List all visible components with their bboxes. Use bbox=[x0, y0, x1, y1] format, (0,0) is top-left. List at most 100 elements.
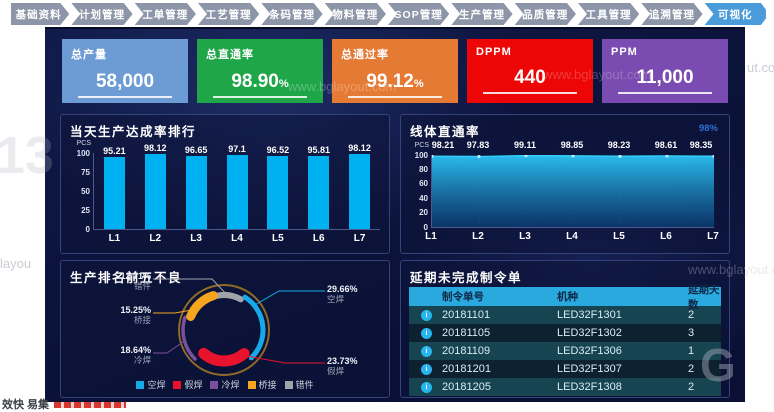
y-tick-label: 0 bbox=[423, 222, 428, 232]
legend-item-冷焊[interactable]: 冷焊 bbox=[210, 378, 240, 391]
bar bbox=[185, 155, 207, 229]
model-cell: LED32F1306 bbox=[557, 345, 622, 357]
footer-watermark: 效快 易集 bbox=[2, 396, 127, 412]
table-body: i 20181101 LED32F1301 2 i 20181105 LED32F1302 3… bbox=[409, 306, 721, 396]
donut-callout-空焊: 29.66% 空焊 bbox=[327, 284, 381, 304]
order-number: 20181101 bbox=[442, 309, 491, 321]
legend-swatch bbox=[284, 380, 293, 389]
y-tick-label: 40 bbox=[419, 193, 428, 203]
panel-daily-achievement: 当天生产达成率排行 PCS 0 25 50 75 100 95.21 L1 98.12 L2 96.… bbox=[60, 114, 390, 254]
kpi-label: 总产量 bbox=[71, 49, 107, 61]
bar bbox=[349, 154, 371, 229]
area-value-label: 98.61 bbox=[654, 140, 678, 150]
x-axis-label: L1 bbox=[108, 233, 121, 244]
donut-callout-percent: 12.71% bbox=[120, 271, 151, 281]
donut-callout-percent: 18.64% bbox=[120, 345, 151, 355]
bar-chart: PCS 0 25 50 75 100 95.21 L1 98.12 L2 96.65 L3 97.1 L4… bbox=[77, 140, 380, 244]
x-axis-label: L5 bbox=[272, 233, 284, 244]
order-number-cell: i 20181109 bbox=[409, 345, 557, 357]
overdue-days-cell: 3 bbox=[688, 327, 695, 339]
bar bbox=[103, 156, 125, 229]
table-row[interactable]: i 20181205 LED32F1308 2 bbox=[409, 378, 721, 396]
panel-overdue-orders: 延期未完成制令单 制令单号 机种 延期天数 i 20181101 LED32F1301 2… bbox=[400, 260, 730, 398]
donut-callout-name: 错件 bbox=[133, 280, 151, 291]
nav-tab-2[interactable]: 计划管理 bbox=[71, 3, 132, 25]
donut-chart bbox=[153, 278, 325, 376]
footer-watermark-text: 效快 易集 bbox=[2, 399, 50, 411]
table-header: 制令单号 机种 延期天数 bbox=[409, 284, 721, 311]
donut-callout-name: 空焊 bbox=[327, 293, 345, 304]
table-row[interactable]: i 20181201 LED32F1307 2 bbox=[409, 360, 721, 378]
footer-red-mark bbox=[54, 402, 127, 409]
nav-tab-7[interactable]: SOP管理 bbox=[388, 3, 449, 25]
y-tick-label: 25 bbox=[81, 205, 90, 215]
x-axis-label: L2 bbox=[149, 233, 162, 244]
donut-slice-桥接 bbox=[186, 291, 218, 321]
bar bbox=[267, 155, 289, 229]
table-column-header: 延期天数 bbox=[688, 283, 720, 311]
bar-value-label: 96.65 bbox=[184, 144, 208, 155]
area-chart-svg bbox=[430, 154, 716, 227]
area-value-label: 98.21 bbox=[431, 140, 455, 150]
bar-value-label: 98.12 bbox=[348, 143, 371, 154]
nav-tab-1[interactable]: 基础资料 bbox=[8, 3, 69, 25]
bar-value-label: 95.21 bbox=[103, 145, 126, 156]
nav-tab-5[interactable]: 条码管理 bbox=[261, 3, 322, 25]
top-nav: 基础资料 计划管理 工单管理 工艺管理 条码管理 物料管理 SOP管理 生产管理 品质管理 工具管… bbox=[8, 3, 766, 25]
bar-value-label: 96.52 bbox=[266, 144, 290, 155]
y-tick-label: 0 bbox=[85, 224, 90, 234]
donut-slice-假焊 bbox=[198, 347, 250, 367]
panel-top5-defects: 生产排名前五不良 12.71% 错件 29.66% 空焊 23.73% 假焊 18.64% 冷… bbox=[60, 260, 390, 398]
kpi-value: 98.90% bbox=[213, 71, 307, 98]
legend-label: 假焊 bbox=[184, 380, 203, 390]
bar-value-label: 97.1 bbox=[228, 144, 246, 155]
kpi-value-suffix: % bbox=[278, 78, 289, 90]
legend-item-桥接[interactable]: 桥接 bbox=[247, 378, 277, 391]
donut-callout-桥接: 15.25% 桥接 bbox=[97, 305, 151, 325]
kpi-card: 总通过率 99.12% bbox=[332, 39, 458, 103]
legend-item-错件[interactable]: 错件 bbox=[284, 378, 314, 391]
legend-label: 桥接 bbox=[258, 380, 277, 390]
nav-tab-3[interactable]: 工单管理 bbox=[135, 3, 196, 25]
donut-callout-percent: 15.25% bbox=[120, 305, 151, 315]
panel-title: 当天生产达成率排行 bbox=[70, 125, 197, 139]
x-axis-label: L3 bbox=[519, 231, 531, 242]
kpi-value: 440 bbox=[483, 67, 577, 94]
overdue-days-cell: 2 bbox=[688, 381, 695, 393]
donut-callout-假焊: 23.73% 假焊 bbox=[327, 356, 381, 376]
x-axis-label: L6 bbox=[312, 233, 325, 244]
legend-item-假焊[interactable]: 假焊 bbox=[173, 378, 202, 391]
order-number-cell: i 20181201 bbox=[409, 363, 557, 375]
y-tick-label: 60 bbox=[419, 179, 428, 189]
donut-slice-冷焊 bbox=[181, 315, 197, 361]
kpi-card: 总直通率 98.90% bbox=[197, 39, 323, 103]
bar bbox=[226, 155, 248, 229]
nav-tab-4[interactable]: 工艺管理 bbox=[198, 3, 259, 25]
overdue-days-cell: 2 bbox=[688, 309, 695, 321]
watermark-fragment: ut.cor bbox=[747, 60, 774, 75]
legend-item-空焊[interactable]: 空焊 bbox=[136, 378, 165, 391]
y-tick-label: 100 bbox=[76, 148, 90, 158]
kpi-value: 99.12% bbox=[348, 71, 442, 98]
table-row[interactable]: i 20181105 LED32F1302 3 bbox=[409, 324, 721, 342]
y-tick-label: 75 bbox=[81, 167, 90, 177]
nav-tab-11[interactable]: 追溯管理 bbox=[641, 3, 702, 25]
overdue-days-cell: 2 bbox=[688, 363, 695, 375]
order-number-cell: i 20181105 bbox=[409, 327, 557, 339]
yield-corner-label: 98% bbox=[698, 123, 718, 134]
donut-slice-空焊 bbox=[242, 294, 266, 361]
nav-tab-9[interactable]: 品质管理 bbox=[515, 3, 576, 25]
info-icon: i bbox=[421, 363, 432, 375]
donut-callout-percent: 29.66% bbox=[327, 284, 358, 294]
area-value-label: 98.23 bbox=[607, 140, 631, 150]
model-cell: LED32F1302 bbox=[557, 327, 622, 339]
nav-tab-12[interactable]: 可视化 bbox=[705, 3, 766, 25]
nav-tab-6[interactable]: 物料管理 bbox=[325, 3, 386, 25]
table-row[interactable]: i 20181101 LED32F1301 2 bbox=[409, 306, 721, 324]
donut-callout-name: 冷焊 bbox=[133, 354, 151, 365]
nav-tab-8[interactable]: 生产管理 bbox=[451, 3, 512, 25]
nav-tab-10[interactable]: 工具管理 bbox=[578, 3, 639, 25]
donut-callout-name: 桥接 bbox=[133, 314, 151, 325]
donut-callout-冷焊: 18.64% 冷焊 bbox=[97, 345, 151, 365]
table-row[interactable]: i 20181109 LED32F1306 1 bbox=[409, 342, 721, 360]
